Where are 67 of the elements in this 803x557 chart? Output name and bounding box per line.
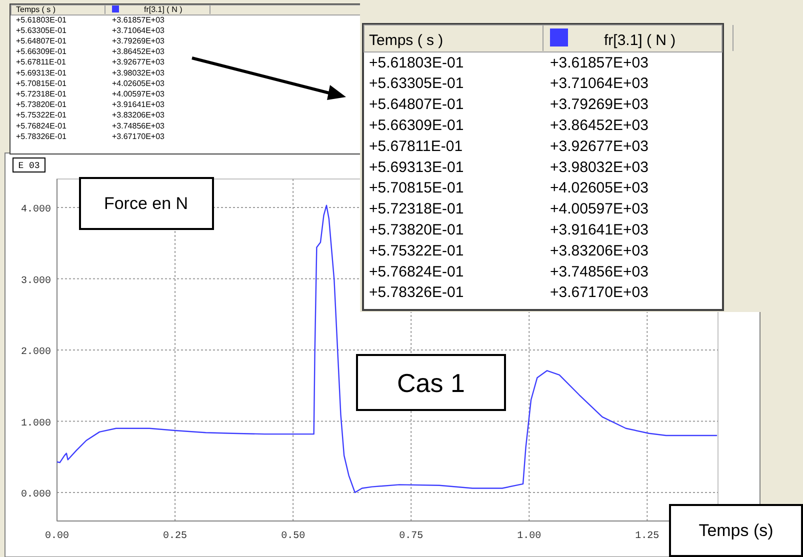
- text: +3.71064E+03: [550, 75, 648, 92]
- text: +5.63305E-01: [16, 26, 68, 35]
- annotation: +3.74856E+03: [550, 263, 648, 280]
- text: +3.92677E+03: [550, 138, 648, 155]
- annotation: +3.83206E+03: [550, 242, 648, 260]
- text: +3.92677E+03: [112, 58, 166, 67]
- text: +5.72318E-01: [16, 89, 68, 98]
- x-axis-title: Temps (s): [698, 521, 774, 540]
- text: Temps ( s ): [369, 32, 444, 50]
- x-tick-label: 1.25: [635, 531, 660, 542]
- text: fr[3.1] ( N ): [604, 32, 676, 50]
- text: +5.73820E-01: [16, 100, 68, 110]
- text: E 03: [18, 161, 40, 172]
- text: +5.78326E-01: [16, 132, 68, 141]
- text: +5.63305E-01: [369, 75, 464, 92]
- text: +5.75322E-01: [16, 110, 68, 120]
- y-tick-label: 2.000: [20, 347, 51, 358]
- x-tick-label: 1.00: [517, 531, 542, 542]
- text: +3.86452E+03: [550, 117, 648, 134]
- text: +3.71064E+03: [112, 26, 166, 35]
- text: Temps ( s ): [16, 4, 56, 14]
- text: +3.74856E+03: [112, 121, 166, 130]
- annotation: +4.02605E+03: [550, 180, 648, 197]
- text: +3.79269E+03: [112, 36, 166, 46]
- text: fr[3.1] ( N ): [144, 4, 183, 14]
- annotation: +5.72318E-01: [369, 200, 464, 218]
- x-tick-label: 0.25: [163, 531, 188, 542]
- annotation: +5.78326E-01: [369, 284, 464, 302]
- text: +5.66309E-01: [16, 47, 68, 56]
- text: +5.69313E-01: [369, 158, 464, 176]
- text: +3.67170E+03: [112, 132, 166, 141]
- annotation: +3.91641E+03: [550, 222, 648, 238]
- y-axis-title: Force en N: [104, 194, 188, 213]
- text: +3.79269E+03: [550, 96, 648, 114]
- annotation: +5.70815E-01: [369, 180, 464, 197]
- annotation: +5.76824E-01: [369, 263, 464, 280]
- text: +3.61857E+03: [112, 15, 166, 24]
- text: +4.02605E+03: [112, 78, 166, 88]
- x-tick-label: 0.00: [44, 531, 70, 542]
- text: +5.67811E-01: [16, 58, 66, 67]
- y-tick-label: 4.000: [20, 204, 51, 216]
- y-tick-label: 1.000: [20, 418, 51, 430]
- text: +3.91641E+03: [112, 100, 166, 110]
- text: +5.66309E-01: [369, 117, 464, 134]
- annotation: +3.67170E+03: [550, 284, 648, 302]
- text: +5.67811E-01: [369, 138, 463, 155]
- text: +5.64807E-01: [16, 36, 68, 46]
- text: +3.98032E+03: [550, 158, 648, 176]
- text: +5.64807E-01: [369, 96, 464, 114]
- y-tick-label: 0.000: [20, 490, 51, 500]
- text: +5.76824E-01: [16, 121, 68, 130]
- text: +3.86452E+03: [112, 47, 166, 56]
- y-tick-label: 3.000: [20, 276, 51, 287]
- text: +5.61803E-01: [16, 15, 68, 24]
- annotation: +5.73820E-01: [369, 222, 464, 238]
- annotation: +5.75322E-01: [369, 242, 464, 260]
- x-tick-label: 0.75: [399, 531, 424, 542]
- text: +3.61857E+03: [550, 54, 648, 72]
- text: +3.83206E+03: [112, 110, 166, 120]
- annotation: Cas 1: [397, 368, 465, 398]
- text: +5.61803E-01: [369, 54, 464, 72]
- text: +5.70815E-01: [16, 78, 68, 88]
- text: +5.69313E-01: [16, 68, 68, 78]
- text: +3.98032E+03: [112, 68, 166, 78]
- text: +4.00597E+03: [112, 89, 166, 98]
- annotation: +4.00597E+03: [550, 200, 648, 218]
- x-tick-label: 0.50: [281, 531, 306, 542]
